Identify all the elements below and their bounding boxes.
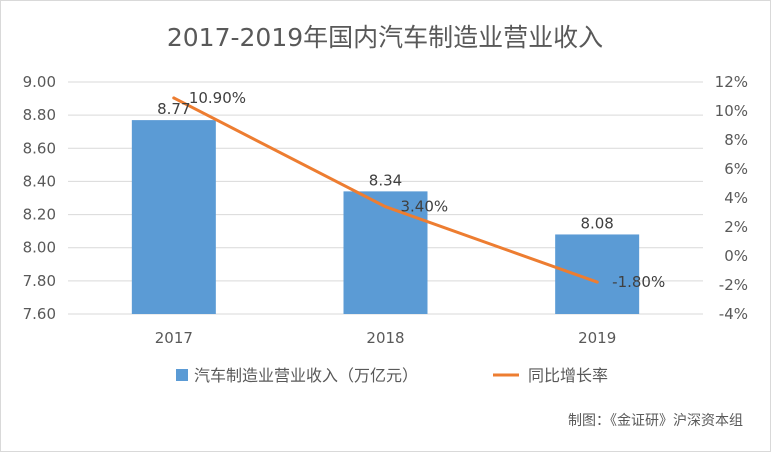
left-tick-label: 8.00: [23, 239, 56, 257]
legend: 汽车制造业营业收入（万亿元） 同比增长率: [176, 366, 608, 385]
left-tick-label: 7.60: [23, 305, 56, 323]
right-tick-label: 2%: [724, 218, 748, 236]
left-tick-label: 8.80: [23, 106, 56, 124]
right-axis-ticks: -4% -2% 0% 2% 4% 6% 8% 10% 12%: [715, 73, 748, 323]
bar: [131, 120, 216, 314]
right-tick-label: 4%: [724, 189, 748, 207]
right-tick-label: 12%: [715, 73, 748, 91]
line-point: [595, 280, 599, 284]
left-tick-label: 8.40: [23, 172, 56, 190]
bar: [555, 234, 640, 314]
right-tick-label: 6%: [724, 160, 748, 178]
x-axis-ticks: 2017 2018 2019: [155, 329, 617, 347]
legend-label-bar: 汽车制造业营业收入（万亿元）: [194, 366, 418, 385]
line-point: [172, 96, 176, 100]
line-point: [384, 205, 387, 209]
bar-data-label: 8.08: [580, 214, 613, 232]
line-data-label: -1.80%: [612, 273, 665, 291]
right-tick-label: 0%: [724, 247, 748, 265]
x-tick-label: 2017: [155, 329, 193, 347]
left-tick-label: 7.80: [23, 272, 56, 290]
chart-title: 2017-2019年国内汽车制造业营业收入: [167, 23, 603, 52]
line-data-label: 10.90%: [189, 89, 246, 107]
left-tick-label: 8.60: [23, 139, 56, 157]
legend-swatch-bar: [176, 369, 188, 381]
bar-data-label: 8.34: [369, 171, 402, 189]
x-tick-label: 2019: [578, 329, 616, 347]
right-tick-label: 10%: [715, 102, 748, 120]
bar-data-label: 8.77: [157, 100, 190, 118]
data-labels: 8.77 8.34 8.08 10.90% 3.40% -1.80%: [157, 89, 665, 291]
x-tick-label: 2018: [366, 329, 404, 347]
left-tick-label: 9.00: [23, 73, 56, 91]
right-tick-label: -4%: [719, 305, 748, 323]
left-tick-label: 8.20: [23, 206, 56, 224]
line-data-label: 3.40%: [401, 198, 449, 216]
right-tick-label: -2%: [719, 276, 748, 294]
bar-series: [131, 120, 640, 314]
line-series: [172, 96, 599, 284]
left-axis-ticks: 7.60 7.80 8.00 8.20 8.40 8.60 8.80 9.00: [23, 73, 56, 323]
credit-text: 制图：《金证研》沪深资本组: [568, 413, 743, 429]
bar: [343, 191, 428, 314]
right-tick-label: 8%: [724, 131, 748, 149]
legend-label-line: 同比增长率: [528, 366, 608, 385]
